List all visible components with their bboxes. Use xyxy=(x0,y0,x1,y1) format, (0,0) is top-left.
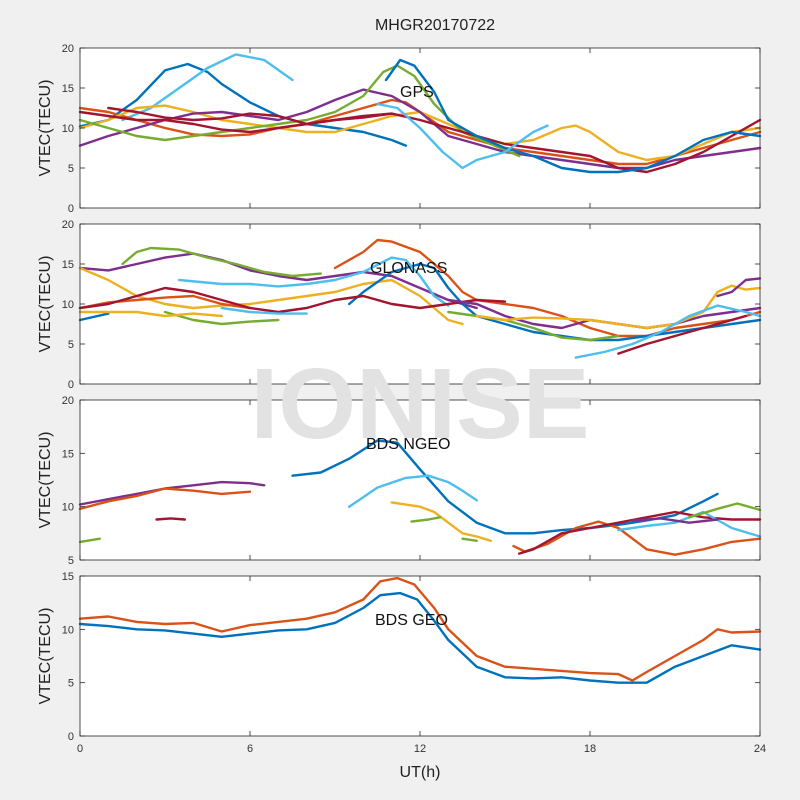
series-line-3 xyxy=(78,537,101,544)
plot-area xyxy=(80,576,760,736)
series-line-2 xyxy=(155,517,186,521)
panel-annotation: GPS xyxy=(400,84,434,101)
y-tick-label: 0 xyxy=(68,731,74,743)
series-line-8 xyxy=(461,537,478,542)
panel-annotation: BDS NGEO xyxy=(366,436,450,453)
series-line-6 xyxy=(78,294,252,310)
panel-3: 0 6 12 18 24 0 5 10 15 VTEC(TECU) BDS GEO xyxy=(37,571,766,755)
series-line-5 xyxy=(348,474,478,508)
series-line-1 xyxy=(78,487,252,510)
x-axis-label: UT(h) xyxy=(400,764,441,781)
y-tick-label: 20 xyxy=(62,219,74,231)
y-tick-label: 0 xyxy=(68,203,74,215)
y-axis-label: VTEC(TECU) xyxy=(37,608,54,705)
x-tick-label: 0 xyxy=(77,743,83,755)
y-tick-label: 5 xyxy=(68,678,74,690)
series-group xyxy=(78,576,762,684)
series-line-13 xyxy=(631,517,719,524)
series-line-15 xyxy=(574,304,762,359)
series-line-8 xyxy=(376,102,549,170)
series-line-1 xyxy=(121,246,322,278)
y-tick-label: 15 xyxy=(62,259,74,271)
series-line-6 xyxy=(390,501,492,542)
series-line-2 xyxy=(78,266,464,326)
y-tick-label: 10 xyxy=(62,299,74,311)
y-tick-label: 5 xyxy=(68,339,74,351)
y-tick-label: 10 xyxy=(62,123,74,135)
x-tick-label: 6 xyxy=(247,743,253,755)
series-group xyxy=(78,53,762,174)
series-line-9 xyxy=(78,312,110,322)
watermark-text: IONISE xyxy=(251,348,590,460)
plot-area xyxy=(80,400,760,560)
series-line-5 xyxy=(78,64,521,158)
y-tick-label: 5 xyxy=(68,555,74,567)
y-tick-label: 10 xyxy=(62,502,74,514)
y-tick-label: 0 xyxy=(68,379,74,391)
series-line-0 xyxy=(78,480,266,506)
series-line-12 xyxy=(688,502,762,519)
series-line-0 xyxy=(78,62,407,147)
series-group xyxy=(78,238,762,359)
series-line-1 xyxy=(78,591,762,684)
y-tick-label: 15 xyxy=(62,571,74,583)
x-tick-label: 24 xyxy=(754,743,766,755)
y-tick-label: 20 xyxy=(62,395,74,407)
series-line-7 xyxy=(384,58,762,174)
series-line-10 xyxy=(220,306,308,315)
series-line-7 xyxy=(163,310,280,326)
chart-title: MHGR20170722 xyxy=(375,17,495,34)
series-line-8 xyxy=(78,286,507,314)
y-tick-label: 5 xyxy=(68,163,74,175)
panel-annotation: BDS GEO xyxy=(375,612,448,629)
series-line-3 xyxy=(333,238,762,338)
y-axis-label: VTEC(TECU) xyxy=(37,432,54,529)
series-line-6 xyxy=(78,110,762,174)
y-axis-label: VTEC(TECU) xyxy=(37,256,54,353)
y-tick-label: 15 xyxy=(62,83,74,95)
x-tick-label: 18 xyxy=(584,743,596,755)
y-axis-label: VTEC(TECU) xyxy=(37,80,54,177)
series-line-11 xyxy=(78,310,223,318)
panel-1: 0 5 10 15 20 VTEC(TECU) GLONASS xyxy=(37,219,762,391)
panel-2: 5 10 15 20 VTEC(TECU) BDS NGEO xyxy=(37,395,762,567)
panel-annotation: GLONASS xyxy=(370,260,447,277)
series-line-14 xyxy=(475,284,762,330)
series-line-4 xyxy=(348,262,762,342)
series-group xyxy=(78,439,762,556)
panel-0: 0 5 10 15 20 VTEC(TECU) GPS xyxy=(37,43,762,215)
plot-area xyxy=(80,224,760,384)
series-line-17 xyxy=(716,277,762,298)
y-tick-label: 20 xyxy=(62,43,74,55)
series-line-9 xyxy=(107,106,393,126)
series-line-0 xyxy=(78,576,762,682)
x-tick-label: 12 xyxy=(414,743,426,755)
panels: 0 5 10 15 20 VTEC(TECU) GPS 0 5 10 15 20 VTEC(TECU) G… xyxy=(37,43,766,755)
series-line-5 xyxy=(178,256,450,307)
y-tick-label: 10 xyxy=(62,624,74,636)
series-line-0 xyxy=(78,252,478,310)
series-line-7 xyxy=(410,516,441,523)
y-tick-label: 15 xyxy=(62,448,74,460)
series-line-16 xyxy=(617,314,747,355)
